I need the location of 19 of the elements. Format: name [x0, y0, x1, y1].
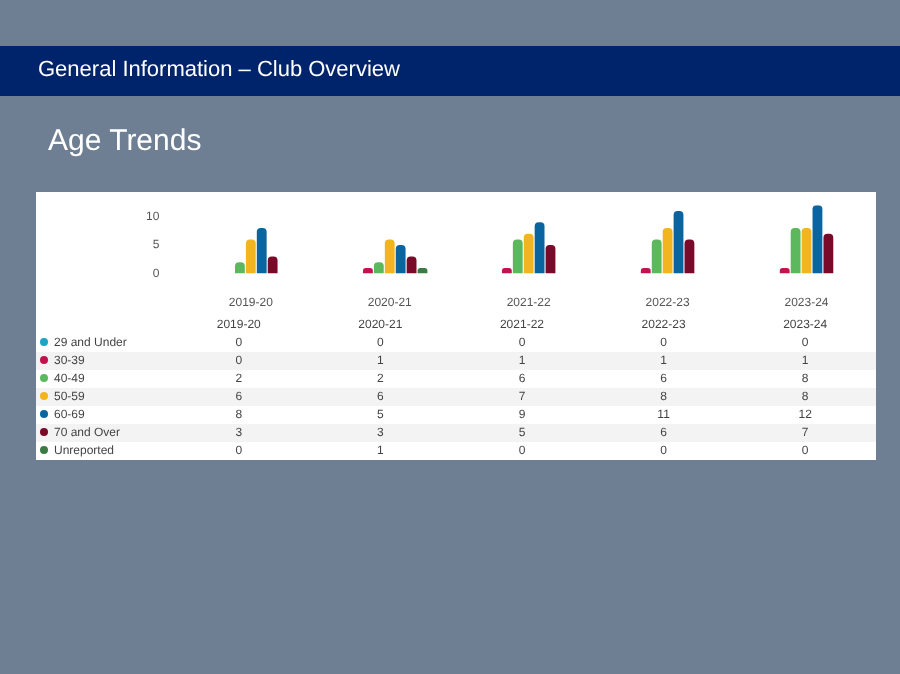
bar	[523, 233, 534, 274]
bar	[256, 228, 267, 274]
bar	[267, 256, 278, 274]
bar	[512, 239, 523, 274]
bar	[801, 228, 812, 274]
bar	[545, 245, 556, 274]
bar	[823, 233, 834, 274]
bar	[384, 239, 395, 274]
bar	[790, 228, 801, 274]
bar	[812, 205, 823, 274]
bar	[673, 210, 684, 274]
bar	[651, 239, 662, 274]
bar	[245, 239, 256, 274]
bar	[395, 245, 406, 274]
bar	[684, 239, 695, 274]
chart-title: General Information – Club Overview	[0, 46, 900, 96]
chart-subtitle: Age Trends	[48, 124, 202, 158]
bar	[534, 222, 545, 274]
bar	[662, 228, 673, 274]
